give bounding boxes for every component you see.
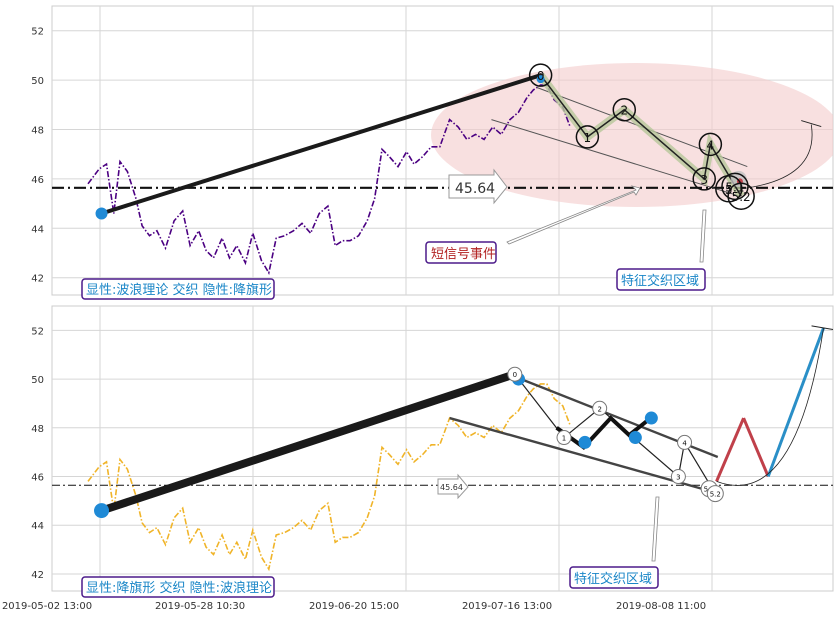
- x-tick-label: 2019-08-08 11:00: [616, 601, 706, 612]
- bottom-y-tick-label: 46: [31, 473, 44, 484]
- bottom-feature-text: 特征交织区域: [574, 571, 652, 587]
- bottom-wave-label: 4: [682, 439, 687, 447]
- top-series: [52, 84, 833, 275]
- top-wave-path: [540, 74, 742, 197]
- top-y-tick-label: 52: [31, 27, 44, 38]
- bottom-y-tick-label: 52: [31, 326, 44, 337]
- bottom-start-marker: [94, 503, 110, 519]
- top-start-marker: [95, 207, 108, 220]
- x-tick-label: 2019-06-20 15:00: [309, 601, 399, 612]
- top-y-tick-label: 44: [31, 224, 44, 235]
- top-wave-label: 5.2: [732, 190, 751, 204]
- top-y-tick-label: 42: [31, 274, 44, 285]
- bottom-wave-label: 2: [597, 405, 601, 413]
- x-ticks: 2019-05-02 13:00 2019-05-28 10:30 2019-06-…: [2, 601, 706, 612]
- top-projection-arc: [741, 124, 813, 190]
- bottom-wave-marker: [677, 434, 693, 450]
- top-wave-label: 3: [700, 173, 708, 187]
- top-signal-text: 短信号事件: [431, 247, 496, 262]
- bottom-zigzag: [555, 415, 649, 450]
- bottom-wave-marker: [507, 366, 523, 382]
- bottom-wave-marker: [670, 469, 686, 485]
- projection-up-leg: [715, 417, 745, 482]
- top-wave-marker: [528, 63, 553, 87]
- top-y-tick-label: 50: [31, 76, 44, 87]
- bottom-plot-area: [51, 305, 834, 592]
- x-tick-label: 2019-05-28 10:30: [155, 601, 245, 612]
- projection-down-leg: [742, 417, 770, 478]
- top-y-tick-label: 46: [31, 175, 44, 186]
- bottom-wave-marker: [706, 485, 724, 503]
- x-tick-label: 2019-05-02 13:00: [2, 601, 92, 612]
- top-summary-text: 显性:波浪理论 交织 隐性:降旗形: [86, 282, 272, 298]
- bottom-price-line-0: [87, 383, 571, 572]
- top-y-tick-label: 48: [31, 126, 44, 137]
- bottom-feature-box: 特征交织区域: [569, 496, 660, 589]
- bottom-wave-marker: [592, 400, 608, 416]
- top-wave-marker: [698, 132, 723, 157]
- bottom-summary-text: 显性:降旗形 交织 隐性:波浪理论: [86, 580, 272, 596]
- top-price-label: 45.64: [448, 168, 508, 205]
- top-feature-text: 特征交织区域: [621, 273, 699, 289]
- bottom-y-tick-label: 50: [31, 375, 44, 386]
- top-signal-box: 短信号事件: [425, 185, 641, 264]
- bottom-y-tick-label: 44: [31, 521, 44, 532]
- top-wave-marker: [612, 97, 637, 122]
- top-highlight-ellipse: [431, 63, 833, 207]
- projection-final-leg: [766, 327, 825, 478]
- bottom-node-marker: [628, 431, 642, 445]
- top-y-ticks: 42 44 46 48 50 52: [31, 27, 44, 285]
- bottom-y-ticks: 42 44 46 48 50 52: [31, 326, 44, 581]
- x-tick-label: 2019-07-16 13:00: [462, 601, 552, 612]
- top-feature-box: 特征交织区域: [616, 209, 707, 291]
- bottom-trend-line: [97, 370, 519, 515]
- bottom-wave-label: 5.2: [710, 491, 721, 499]
- top-wave-label: 0: [537, 69, 545, 83]
- top-trend-line: [99, 73, 543, 216]
- bottom-wave-label: 3: [676, 474, 680, 482]
- bottom-y-tick-label: 48: [31, 424, 44, 435]
- bottom-y-tick-label: 42: [31, 570, 44, 581]
- bottom-channel-lower: [449, 416, 711, 493]
- bottom-wave-marker: [556, 430, 572, 446]
- projection-end-tick: [811, 325, 833, 331]
- top-price-text: 45.64: [455, 181, 495, 197]
- top-wave-label: 5: [725, 183, 733, 197]
- top-wave-label: 1: [584, 131, 592, 145]
- bottom-price-label: 45.64: [437, 473, 469, 500]
- top-wave-marker: [721, 172, 749, 201]
- bottom-grid: [52, 306, 833, 591]
- top-wave-label: 4: [707, 138, 715, 152]
- bottom-node-marker: [578, 435, 592, 449]
- top-wave-marker: [575, 125, 600, 149]
- bottom-price-text: 45.64: [440, 483, 463, 492]
- bottom-wave-label: 1: [562, 435, 566, 443]
- top-wave-label: 2: [620, 104, 628, 118]
- bottom-node-marker: [644, 411, 658, 425]
- top-channel-lower: [491, 119, 741, 197]
- top-wave-marker: [692, 167, 716, 191]
- top-projection-end-tick: [801, 120, 822, 128]
- bottom-summary-box: 显性:降旗形 交织 隐性:波浪理论: [81, 576, 275, 598]
- top-wave-marker: [727, 182, 755, 210]
- top-price-line-0: [87, 84, 571, 275]
- bottom-wave-label: 0: [513, 371, 517, 379]
- projection-arc: [716, 327, 824, 486]
- top-peak-marker: [536, 75, 545, 84]
- top-summary-box: 显性:波浪理论 交织 隐性:降旗形: [81, 278, 275, 300]
